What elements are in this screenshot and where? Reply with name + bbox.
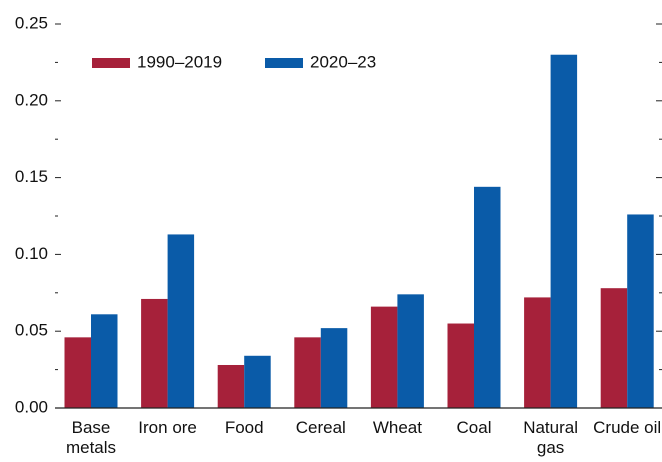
- x-tick-label: Cereal: [295, 418, 346, 437]
- y-tick-label: 0.10: [15, 244, 48, 263]
- bar: [320, 328, 348, 408]
- x-tick-label: Food: [224, 418, 264, 437]
- bar: [600, 288, 628, 408]
- bar: [167, 234, 195, 408]
- x-tick-label: Iron ore: [138, 418, 197, 437]
- bar: [550, 54, 578, 408]
- bar: [474, 186, 501, 408]
- bar: [217, 364, 245, 408]
- bar: [294, 337, 321, 408]
- x-tick-label: Wheat: [372, 418, 422, 437]
- y-tick-label: 0.15: [15, 167, 48, 186]
- bar: [524, 297, 551, 408]
- bar: [141, 298, 168, 408]
- bar: [64, 337, 91, 408]
- y-tick-label: 0.00: [15, 397, 48, 416]
- x-tick-label: Base metals: [65, 418, 117, 457]
- bar: [447, 323, 474, 408]
- x-tick-label: Natural gas: [523, 418, 578, 457]
- bar: [397, 294, 424, 408]
- x-tick-label: Crude oil: [593, 418, 662, 437]
- x-tick-label: Coal: [456, 418, 492, 437]
- y-tick-label: 0.25: [15, 13, 48, 32]
- y-tick-label: 0.05: [15, 321, 48, 340]
- legend-label: 2020–23: [310, 52, 376, 71]
- y-tick-label: 0.20: [15, 90, 48, 109]
- legend-label: 1990–2019: [137, 52, 222, 71]
- bar: [91, 314, 118, 408]
- legend-swatch: [92, 58, 130, 68]
- bar: [627, 214, 654, 408]
- bar: [370, 306, 398, 408]
- legend-swatch: [265, 58, 303, 68]
- bar: [244, 355, 271, 408]
